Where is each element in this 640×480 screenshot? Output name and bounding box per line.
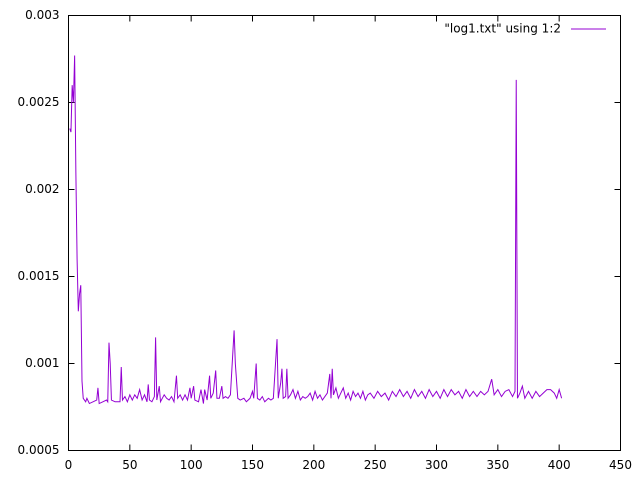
x-tick-label: 0 [65,458,73,472]
y-tick-label: 0.002 [25,182,59,196]
x-tick-label: 450 [609,458,632,472]
y-tick-label: 0.0025 [18,95,60,109]
x-tick-label: 200 [302,458,325,472]
y-tick-label: 0.0015 [18,269,60,283]
x-tick-label: 250 [364,458,387,472]
x-tick-label: 150 [241,458,264,472]
x-tick-label: 300 [425,458,448,472]
x-tick-label: 50 [122,458,137,472]
x-tick-label: 350 [486,458,509,472]
y-tick-label: 0.001 [25,356,59,370]
legend-label: "log1.txt" using 1:2 [444,22,561,36]
y-tick-label: 0.0005 [18,443,60,457]
x-tick-label: 100 [180,458,203,472]
plot-border [68,15,621,451]
y-tick-label: 0.003 [25,8,59,22]
data-line [69,55,563,405]
x-tick-label: 400 [548,458,571,472]
